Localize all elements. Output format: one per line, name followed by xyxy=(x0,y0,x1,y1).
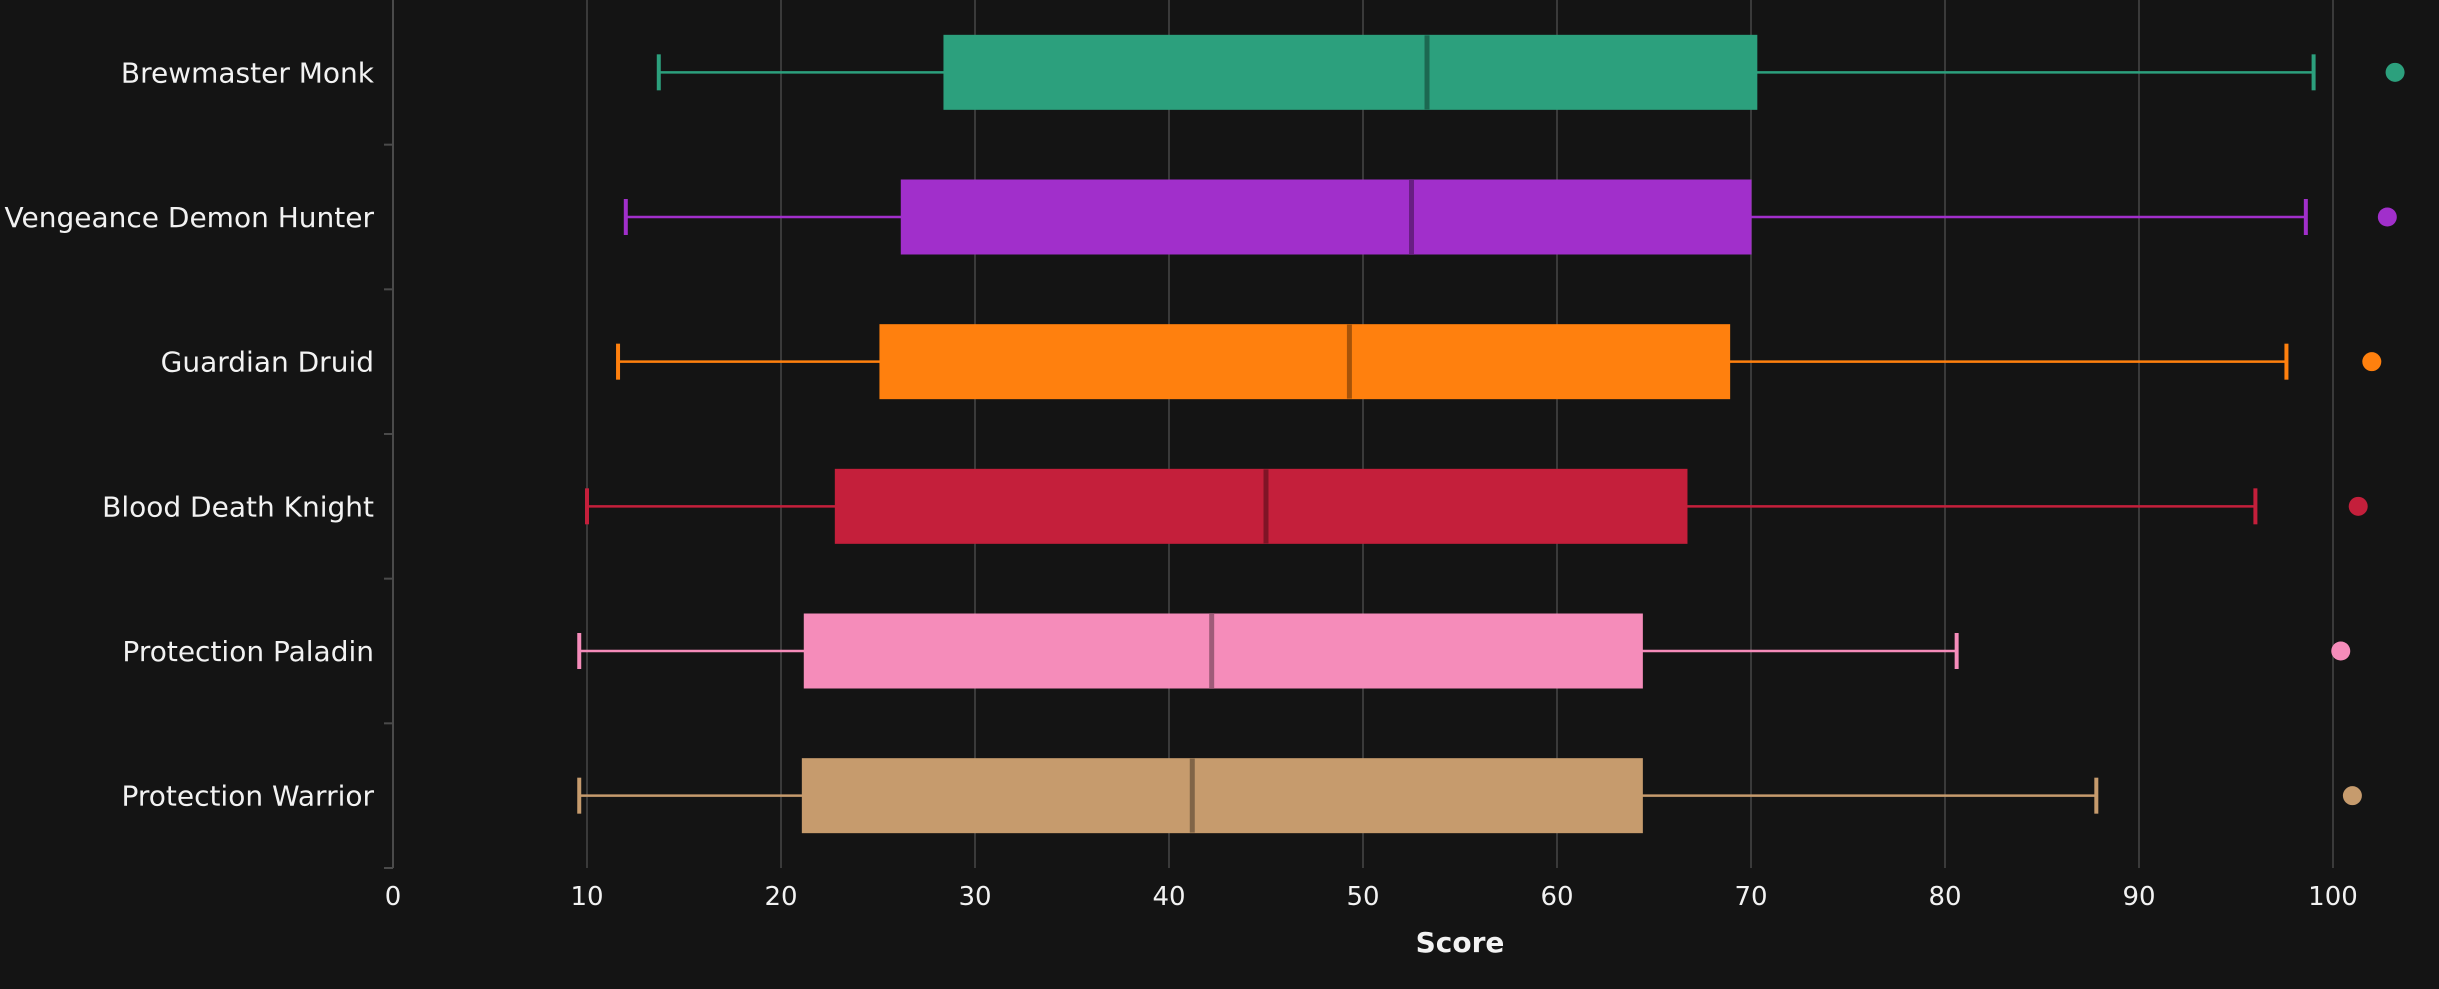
outlier-point xyxy=(2377,207,2397,227)
outlier-point xyxy=(2362,352,2382,372)
category-label: Protection Warrior xyxy=(121,780,374,813)
iqr-box xyxy=(879,324,1731,400)
box-group xyxy=(577,758,2362,834)
category-label: Protection Paladin xyxy=(122,635,374,668)
iqr-box xyxy=(801,758,1643,834)
x-tick-label: 90 xyxy=(2122,882,2155,912)
x-tick-label: 70 xyxy=(1734,882,1767,912)
iqr-box xyxy=(834,468,1688,544)
x-tick-label: 100 xyxy=(2308,882,2358,912)
grid-layer xyxy=(586,0,2334,868)
category-label: Blood Death Knight xyxy=(102,490,374,523)
outlier-point xyxy=(2348,496,2368,516)
x-tick-label: 0 xyxy=(385,882,402,912)
x-tick-label: 30 xyxy=(958,882,991,912)
category-label: Guardian Druid xyxy=(161,346,374,379)
x-tick-label: 80 xyxy=(1928,882,1961,912)
box-group xyxy=(585,468,2368,544)
x-tick-label: 40 xyxy=(1152,882,1185,912)
x-tick-label: 20 xyxy=(764,882,797,912)
x-tick-label: 50 xyxy=(1346,882,1379,912)
box-group xyxy=(616,324,2382,400)
box-group xyxy=(656,34,2405,110)
iqr-box xyxy=(900,179,1752,255)
axis-layer: 0 10 20 30 40 50 60 70 80 90 100 xyxy=(384,0,2358,912)
category-label: Vengeance Demon Hunter xyxy=(5,201,375,234)
box-layer xyxy=(577,34,2405,834)
label-layer: Brewmaster Monk Vengeance Demon Hunter Gua… xyxy=(5,56,375,812)
iqr-box xyxy=(943,34,1758,110)
outlier-point xyxy=(2331,641,2351,661)
x-axis-title: Score xyxy=(1416,926,1505,959)
x-tick-label: 60 xyxy=(1540,882,1573,912)
category-label: Brewmaster Monk xyxy=(121,56,375,89)
iqr-box xyxy=(803,613,1643,689)
outlier-point xyxy=(2385,62,2405,82)
x-tick-label: 10 xyxy=(570,882,603,912)
box-group xyxy=(577,613,2351,689)
outlier-point xyxy=(2342,786,2362,806)
box-group xyxy=(623,179,2397,255)
